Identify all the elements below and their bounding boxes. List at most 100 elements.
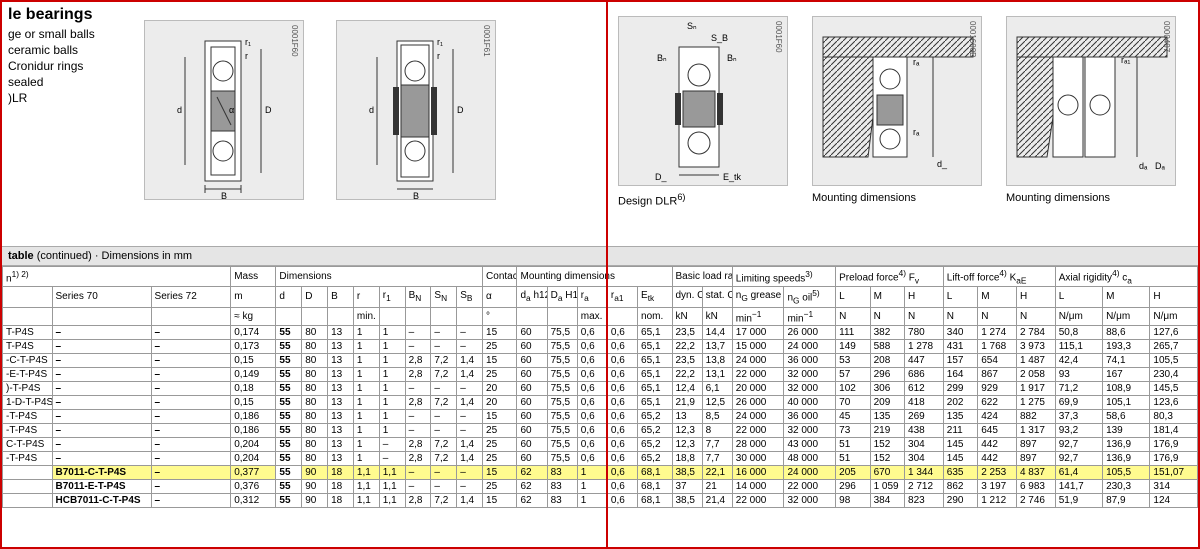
column-header: SB [457,287,483,307]
table-cell: 13 [328,353,354,367]
table-cell: 61,4 [1055,465,1102,479]
table-cell: 1 344 [905,465,944,479]
column-header: nG grease [732,287,784,307]
column-unit: max. [577,307,607,325]
table-cell: 340 [943,325,977,339]
hdr-group: Limiting speeds3) [732,267,835,287]
table-cell: 93,2 [1055,423,1102,437]
table-cell: 3 973 [1016,339,1055,353]
table-cell: – [405,339,431,353]
table-cell: – [379,451,405,465]
column-header: L [943,287,977,307]
table-cell: 12,4 [672,381,702,395]
table-cell: 1 212 [978,493,1017,507]
table-cell: 6,1 [702,381,732,395]
table-cell: 0,6 [607,353,637,367]
table-cell: – [52,423,151,437]
table-cell: 149 [836,339,870,353]
table-cell: 60 [517,339,547,353]
column-header: r [353,287,379,307]
column-unit: ≈ kg [231,307,276,325]
table-cell: 588 [870,339,904,353]
table-cell: 80 [302,381,328,395]
table-cell: 145,5 [1150,381,1198,395]
table-cell: 65,2 [638,437,672,451]
table-cell: – [405,325,431,339]
table-cell [3,465,53,479]
hdr-group: Mounting dimensions [517,267,672,287]
table-cell: 14,4 [702,325,732,339]
table-cell: 442 [978,437,1017,451]
table-cell: 1 [353,367,379,381]
table-cell: 55 [276,409,302,423]
table-cell: 18 [328,493,354,507]
table-cell: 90 [302,465,328,479]
table-cell: 65,1 [638,381,672,395]
table-cell: 123,6 [1150,395,1198,409]
table-cell: 83 [547,493,577,507]
table-cell: 1 768 [978,339,1017,353]
table-cell: 13 [328,395,354,409]
table-cell: – [405,465,431,479]
table-cell: 0,6 [607,479,637,493]
column-header: r1 [379,287,405,307]
table-cell: 431 [943,339,977,353]
table-cell: 1 [379,423,405,437]
table-cell: 20 [483,381,517,395]
table-cell: 22,1 [702,465,732,479]
table-cell: 862 [943,479,977,493]
table-cell: 60 [517,395,547,409]
table-cell: 230,3 [1103,479,1150,493]
table-cell: 7,2 [431,353,457,367]
table-cell: 176,9 [1150,437,1198,451]
table-cell: 51 [836,437,870,451]
table-cell: 867 [978,367,1017,381]
table-cell: )-T-P4S [3,381,53,395]
table-cell: – [379,437,405,451]
table-cell: – [52,325,151,339]
table-cell: – [52,437,151,451]
column-header: m [231,287,276,307]
column-unit: N [905,307,944,325]
table-cell: 654 [978,353,1017,367]
table-cell: 74,1 [1103,353,1150,367]
table-cell: 13,1 [702,367,732,381]
table-cell: 105,1 [1103,395,1150,409]
table-cell: 30 000 [732,451,784,465]
table-cell: 0,312 [231,493,276,507]
table-cell: – [151,423,231,437]
table-cell: 2,8 [405,395,431,409]
table-cell: 145 [943,437,977,451]
table-cell: 0,15 [231,395,276,409]
table-cell: 205 [836,465,870,479]
table-cell: 1 [353,437,379,451]
column-header: BN [405,287,431,307]
table-cell: 1 059 [870,479,904,493]
table-cell: 12,3 [672,437,702,451]
table-cell: 40 000 [784,395,836,409]
table-cell: -T-P4S [3,451,53,465]
column-unit [379,307,405,325]
diagram-bearing-2: 0001F61 B d D r₁ r [336,20,496,200]
table-cell: 23,5 [672,325,702,339]
table-cell: 65,1 [638,339,672,353]
table-cell: 290 [943,493,977,507]
table-cell: 686 [905,367,944,381]
table-cell: 48 000 [784,451,836,465]
column-header: Series 72 [151,287,231,307]
table-cell: 43 000 [784,437,836,451]
table-cell: 1 [379,367,405,381]
table-cell: 55 [276,465,302,479]
column-unit [302,307,328,325]
table-cell: 176,9 [1150,451,1198,465]
table-cell: 60 [517,451,547,465]
table-cell: 21 [702,479,732,493]
table-cell: 80 [302,423,328,437]
table-cell: 304 [905,451,944,465]
table-cell: – [52,395,151,409]
column-header: L [1055,287,1102,307]
table-cell: 1,4 [457,367,483,381]
table-cell: 447 [905,353,944,367]
column-unit: N/μm [1103,307,1150,325]
svg-text:Sₙ: Sₙ [687,21,697,31]
